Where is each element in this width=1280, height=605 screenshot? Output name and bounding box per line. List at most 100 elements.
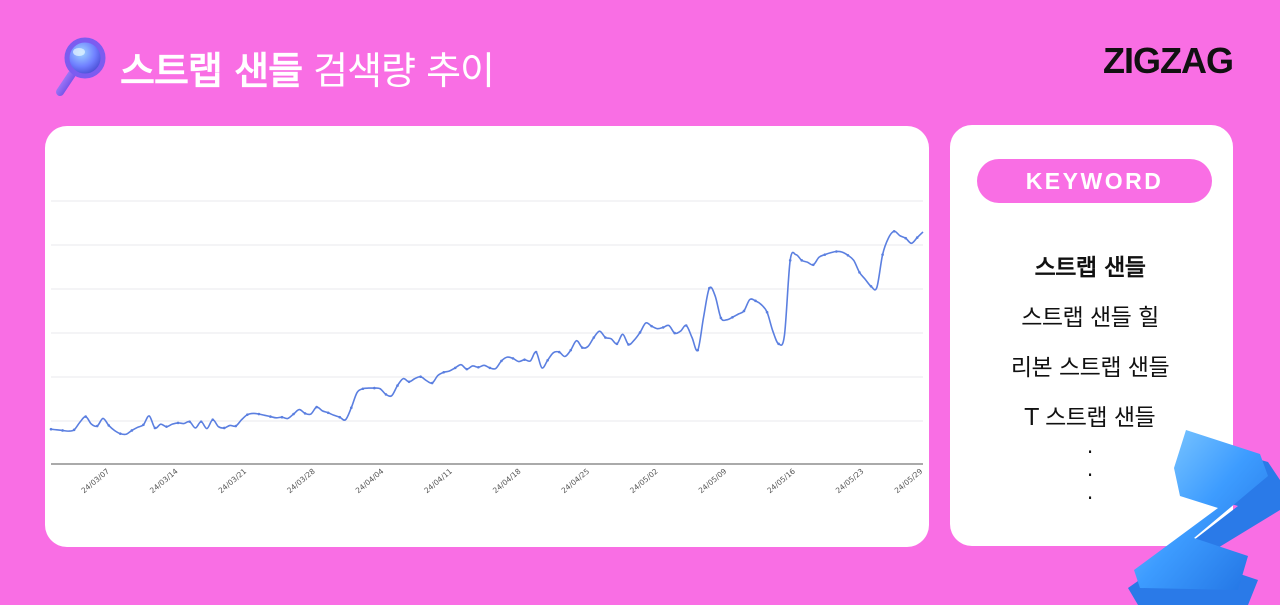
data-point xyxy=(292,412,295,416)
data-point xyxy=(95,424,99,428)
data-point xyxy=(557,350,561,354)
data-point xyxy=(627,343,630,346)
data-point xyxy=(234,424,238,428)
data-point xyxy=(615,342,619,346)
data-point xyxy=(696,348,700,352)
keyword-card: KEYWORD 스트랩 샌들 스트랩 샌들 힐 리본 스트랩 샌들 T 스트랩 … xyxy=(950,125,1233,546)
data-point xyxy=(661,326,665,329)
data-point xyxy=(604,336,607,339)
data-point xyxy=(892,229,896,233)
data-point xyxy=(650,324,653,328)
data-point xyxy=(349,406,353,410)
data-point xyxy=(396,384,399,387)
data-point xyxy=(165,425,168,428)
more-dot: · xyxy=(1086,486,1094,510)
data-point xyxy=(754,299,757,303)
data-point xyxy=(419,375,422,379)
data-point xyxy=(823,253,827,256)
data-point xyxy=(407,380,411,384)
data-point xyxy=(361,387,365,391)
data-point xyxy=(638,331,642,334)
x-tick-label: 24/04/25 xyxy=(560,466,592,495)
data-point xyxy=(915,236,919,239)
data-point xyxy=(257,412,261,416)
data-point xyxy=(858,271,861,274)
data-point xyxy=(869,284,873,288)
zigzag-z-icon xyxy=(1128,430,1280,605)
data-point xyxy=(338,415,342,419)
chart-x-axis: 24/03/07 24/03/14 24/03/21 24/03/28 24/04/04… xyxy=(51,463,925,495)
data-point xyxy=(153,426,157,430)
data-point xyxy=(49,427,53,431)
search-volume-chart: 24/03/07 24/03/14 24/03/21 24/03/28 24/04/04… xyxy=(49,200,925,495)
data-point xyxy=(303,412,307,415)
x-tick-label: 24/04/18 xyxy=(491,466,523,495)
data-point xyxy=(777,342,780,346)
data-point xyxy=(384,393,388,396)
data-point xyxy=(684,324,688,327)
data-point xyxy=(511,357,515,360)
x-tick-label: 24/04/11 xyxy=(422,466,454,495)
page-title: 스트랩 샌들 검색량 추이 xyxy=(120,40,495,95)
data-point xyxy=(188,420,191,423)
data-point xyxy=(580,346,584,349)
more-dot: · xyxy=(1086,440,1094,464)
data-point xyxy=(211,418,214,422)
data-point xyxy=(546,358,549,362)
data-point xyxy=(708,286,711,290)
data-point xyxy=(373,386,376,390)
keyword-list: 스트랩 샌들 스트랩 샌들 힐 리본 스트랩 샌들 T 스트랩 샌들 xyxy=(950,249,1230,449)
data-point xyxy=(569,348,573,352)
data-point xyxy=(269,415,272,418)
title-suffix: 검색량 추이 xyxy=(313,49,495,93)
data-point xyxy=(107,424,111,427)
data-point xyxy=(118,432,122,435)
data-point xyxy=(477,365,480,369)
data-point xyxy=(592,336,596,339)
data-point xyxy=(315,405,318,409)
data-point xyxy=(534,350,538,354)
data-point xyxy=(488,366,492,370)
data-point xyxy=(765,310,769,314)
data-point xyxy=(130,429,134,432)
title-keyword: 스트랩 샌들 xyxy=(120,49,303,93)
data-point xyxy=(326,411,330,415)
data-point xyxy=(500,359,503,363)
data-point xyxy=(904,236,907,240)
x-tick-label: 24/03/07 xyxy=(79,466,111,495)
data-point xyxy=(84,415,87,418)
data-point xyxy=(788,259,792,262)
data-point xyxy=(142,423,145,427)
data-point xyxy=(835,250,838,253)
data-point xyxy=(523,358,526,361)
data-point xyxy=(176,421,180,425)
data-point xyxy=(846,253,850,257)
data-point xyxy=(719,316,723,320)
data-point xyxy=(881,253,884,256)
chart-grid xyxy=(51,200,923,422)
chart-card: 24/03/07 24/03/14 24/03/21 24/03/28 24/04/04… xyxy=(45,126,929,547)
brand-logo: ZIGZAG xyxy=(1103,40,1234,81)
data-point xyxy=(246,413,249,416)
data-point xyxy=(442,370,445,374)
x-tick-label: 24/04/04 xyxy=(354,466,386,495)
chart-points xyxy=(49,229,919,435)
x-tick-label: 24/05/02 xyxy=(628,466,660,495)
data-point xyxy=(222,426,226,430)
keyword-item-3[interactable]: 리본 스트랩 샌들 xyxy=(1010,355,1170,381)
data-point xyxy=(731,315,734,319)
data-point xyxy=(811,263,815,267)
x-tick-label: 24/05/23 xyxy=(834,466,866,495)
x-tick-label: 24/03/28 xyxy=(285,466,317,495)
data-point xyxy=(61,429,64,432)
keyword-item-4[interactable]: T 스트랩 샌들 xyxy=(1024,405,1156,431)
data-point xyxy=(465,367,469,371)
keyword-item-2[interactable]: 스트랩 샌들 힐 xyxy=(1021,305,1159,331)
magnifier-icon xyxy=(56,37,106,96)
data-point xyxy=(199,420,203,423)
keyword-item-1[interactable]: 스트랩 샌들 xyxy=(1034,255,1146,281)
x-tick-label: 24/03/14 xyxy=(148,466,180,495)
x-tick-label: 24/05/29 xyxy=(893,466,925,495)
data-point xyxy=(742,309,746,313)
more-indicator: · · · xyxy=(950,441,1230,510)
